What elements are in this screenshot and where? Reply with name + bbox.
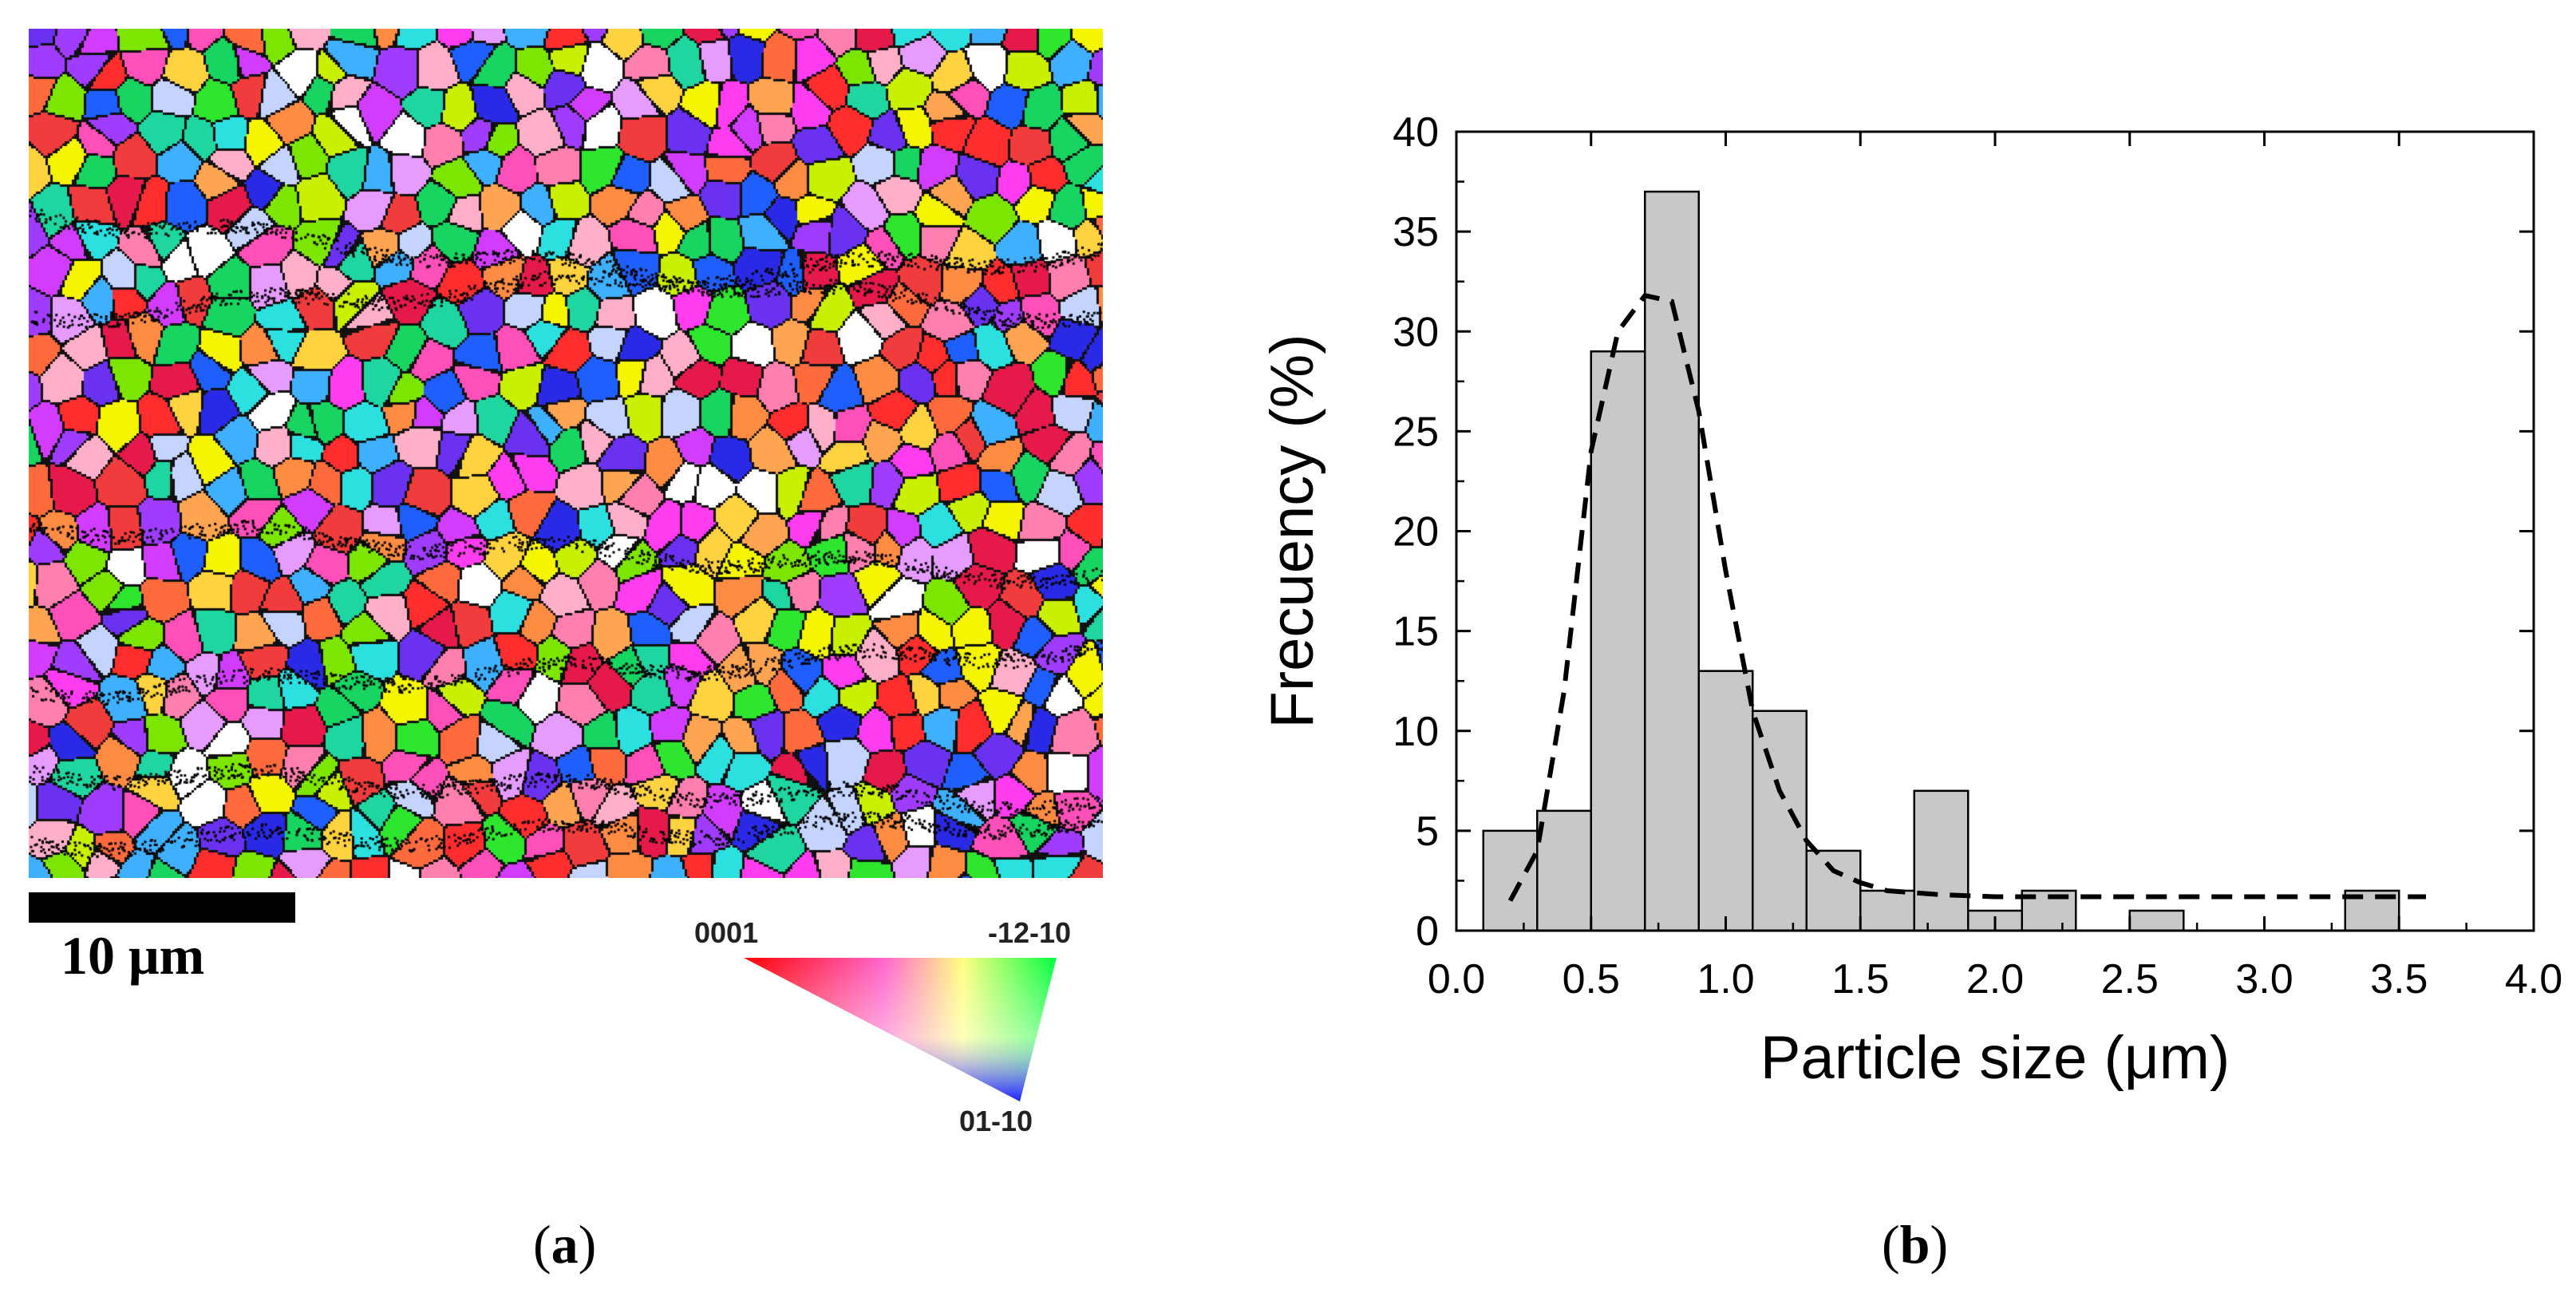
histogram-bar-2	[1590, 350, 1646, 932]
histogram-bar-11	[2128, 909, 2185, 932]
ebsd-orientation-map	[29, 29, 1103, 878]
y-tick-label-0: 0	[1416, 908, 1439, 955]
panel-b-caption: (b)	[1882, 1214, 1949, 1275]
x-tick-label-0: 0.0	[1428, 956, 1485, 1002]
histogram-bar-7	[1859, 889, 1915, 932]
grain-mosaic	[29, 29, 1103, 878]
y-tick-label-1: 5	[1416, 809, 1439, 855]
x-tick-label-5: 2.5	[2101, 956, 2159, 1002]
scale-bar	[29, 892, 295, 923]
x-tick-label-6: 3.0	[2235, 956, 2293, 1002]
y-tick-label-7: 35	[1393, 209, 1439, 255]
particle-size-histogram: 0.0 0.5 1.0 1.5 2.0 2.5 3.0 3.5 4.0 0 5 10 15 20 25 30 3…	[1258, 109, 2562, 1092]
histogram-bar-4	[1697, 670, 1754, 932]
y-tick-label-8: 40	[1393, 109, 1439, 156]
histogram-bar-1	[1536, 809, 1592, 932]
ipf-label-01-10: 01-10	[959, 1105, 1033, 1137]
ipf-label-12-10: -12-10	[988, 916, 1072, 949]
histogram-bar-0	[1482, 829, 1539, 932]
ipf-label-0001: 0001	[694, 916, 759, 949]
histogram-bar-6	[1805, 849, 1862, 932]
x-tick-label-8: 4.0	[2505, 956, 2562, 1002]
y-tick-label-4: 20	[1393, 509, 1439, 556]
fit-curve-dashed	[1507, 292, 2426, 902]
x-tick-label-3: 1.5	[1831, 956, 1889, 1002]
histogram-bar-8	[1913, 789, 1970, 932]
y-tick-label-5: 25	[1393, 409, 1439, 455]
x-tick-label-4: 2.0	[1966, 956, 2024, 1002]
scale-bar-label: 10 μm	[61, 925, 205, 986]
panel-a-caption: (a)	[533, 1214, 597, 1275]
y-axis-label: Frecuency (%)	[1258, 334, 1326, 728]
ipf-color-key-triangle	[744, 958, 1057, 1101]
x-axis-label: Particle size (μm)	[1760, 1024, 2230, 1092]
x-tick-label-1: 0.5	[1563, 956, 1620, 1002]
x-tick-label-2: 1.0	[1697, 956, 1754, 1002]
x-tick-label-7: 3.5	[2370, 956, 2428, 1002]
y-tick-label-6: 30	[1393, 309, 1439, 355]
y-tick-label-3: 15	[1393, 609, 1439, 655]
y-tick-label-2: 10	[1393, 709, 1439, 755]
